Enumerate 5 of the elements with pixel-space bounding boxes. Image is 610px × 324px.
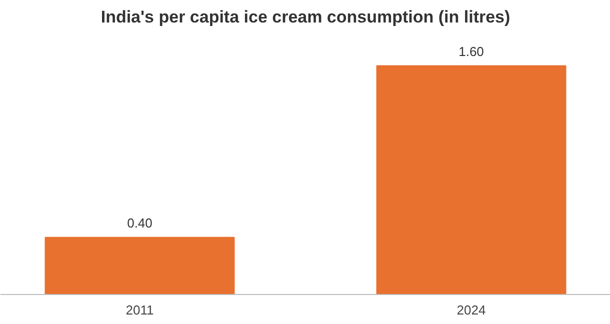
data-label: 1.60	[458, 44, 484, 59]
chart-title: India's per capita ice cream consumption (in litres)	[100, 8, 510, 26]
x-tick-label: 2024	[456, 302, 486, 318]
x-tick-label: 2011	[126, 302, 154, 318]
data-label: 0.40	[127, 215, 152, 230]
